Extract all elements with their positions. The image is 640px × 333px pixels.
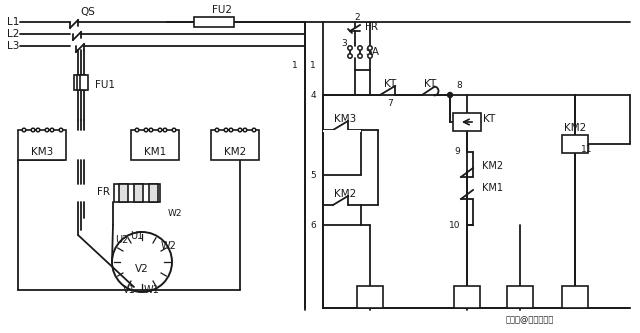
- Circle shape: [172, 128, 176, 132]
- Text: KM2: KM2: [334, 189, 356, 199]
- Bar: [74, 75, 82, 90]
- Text: KM2: KM2: [482, 161, 503, 171]
- Text: KM3: KM3: [334, 114, 356, 124]
- Text: 10: 10: [449, 220, 460, 229]
- Bar: [562, 286, 588, 308]
- Circle shape: [224, 128, 228, 132]
- Bar: [114, 184, 160, 202]
- Bar: [453, 113, 481, 131]
- Circle shape: [252, 128, 256, 132]
- Bar: [77, 75, 85, 90]
- Text: KT: KT: [384, 79, 396, 89]
- Text: 3: 3: [341, 39, 347, 48]
- Text: FU1: FU1: [95, 80, 115, 90]
- Circle shape: [358, 46, 362, 50]
- Text: KM1: KM1: [482, 183, 503, 193]
- Bar: [507, 286, 533, 308]
- Text: 6: 6: [310, 220, 316, 229]
- Bar: [357, 286, 383, 308]
- Text: W1: W1: [143, 285, 159, 295]
- Text: FR: FR: [97, 187, 110, 197]
- Circle shape: [45, 128, 49, 132]
- Circle shape: [215, 128, 219, 132]
- Circle shape: [135, 128, 139, 132]
- Circle shape: [36, 128, 40, 132]
- Circle shape: [348, 54, 352, 58]
- Bar: [323, 130, 361, 132]
- Text: U2: U2: [115, 235, 129, 245]
- Circle shape: [447, 93, 452, 98]
- Text: KM2: KM2: [564, 123, 586, 133]
- Bar: [194, 17, 234, 27]
- Text: QS: QS: [80, 7, 95, 17]
- Circle shape: [348, 46, 352, 50]
- Bar: [562, 135, 588, 153]
- Text: FR: FR: [365, 22, 378, 32]
- Circle shape: [368, 46, 372, 50]
- Circle shape: [229, 128, 233, 132]
- Text: W2: W2: [168, 209, 182, 218]
- Circle shape: [22, 128, 26, 132]
- Text: KT: KT: [424, 79, 436, 89]
- Circle shape: [149, 128, 153, 132]
- Circle shape: [31, 128, 35, 132]
- Circle shape: [243, 128, 247, 132]
- Text: 7: 7: [387, 100, 393, 109]
- Text: SA: SA: [365, 47, 379, 57]
- Circle shape: [50, 128, 54, 132]
- Bar: [454, 286, 480, 308]
- Text: 1: 1: [292, 61, 298, 70]
- Text: 2: 2: [354, 13, 360, 22]
- Bar: [80, 75, 88, 90]
- Text: KT: KT: [483, 114, 495, 124]
- Circle shape: [144, 128, 148, 132]
- Text: 8: 8: [456, 82, 461, 91]
- Bar: [18, 130, 66, 160]
- Circle shape: [368, 54, 372, 58]
- Text: V1: V1: [123, 285, 136, 295]
- Bar: [149, 184, 158, 202]
- Text: FU2: FU2: [212, 5, 232, 15]
- Text: V2: V2: [135, 264, 149, 274]
- Text: KM2: KM2: [224, 147, 246, 157]
- Text: U1: U1: [131, 231, 143, 241]
- Text: 5: 5: [310, 170, 316, 179]
- Bar: [119, 184, 128, 202]
- Text: 11: 11: [581, 146, 593, 155]
- Circle shape: [163, 128, 167, 132]
- Bar: [134, 184, 143, 202]
- Text: 4: 4: [310, 91, 316, 100]
- Text: 9: 9: [454, 148, 460, 157]
- Text: 1: 1: [310, 61, 316, 70]
- Text: 搜狐号@电力观察官: 搜狐号@电力观察官: [506, 315, 554, 324]
- Text: KM1: KM1: [144, 147, 166, 157]
- Text: W2: W2: [161, 241, 177, 251]
- Text: L2: L2: [7, 29, 19, 39]
- Text: L3: L3: [7, 41, 19, 51]
- Bar: [131, 130, 179, 160]
- Circle shape: [238, 128, 242, 132]
- Text: L1: L1: [7, 17, 19, 27]
- Circle shape: [158, 128, 162, 132]
- Text: KM3: KM3: [31, 147, 53, 157]
- Bar: [211, 130, 259, 160]
- Circle shape: [60, 128, 63, 132]
- Circle shape: [358, 54, 362, 58]
